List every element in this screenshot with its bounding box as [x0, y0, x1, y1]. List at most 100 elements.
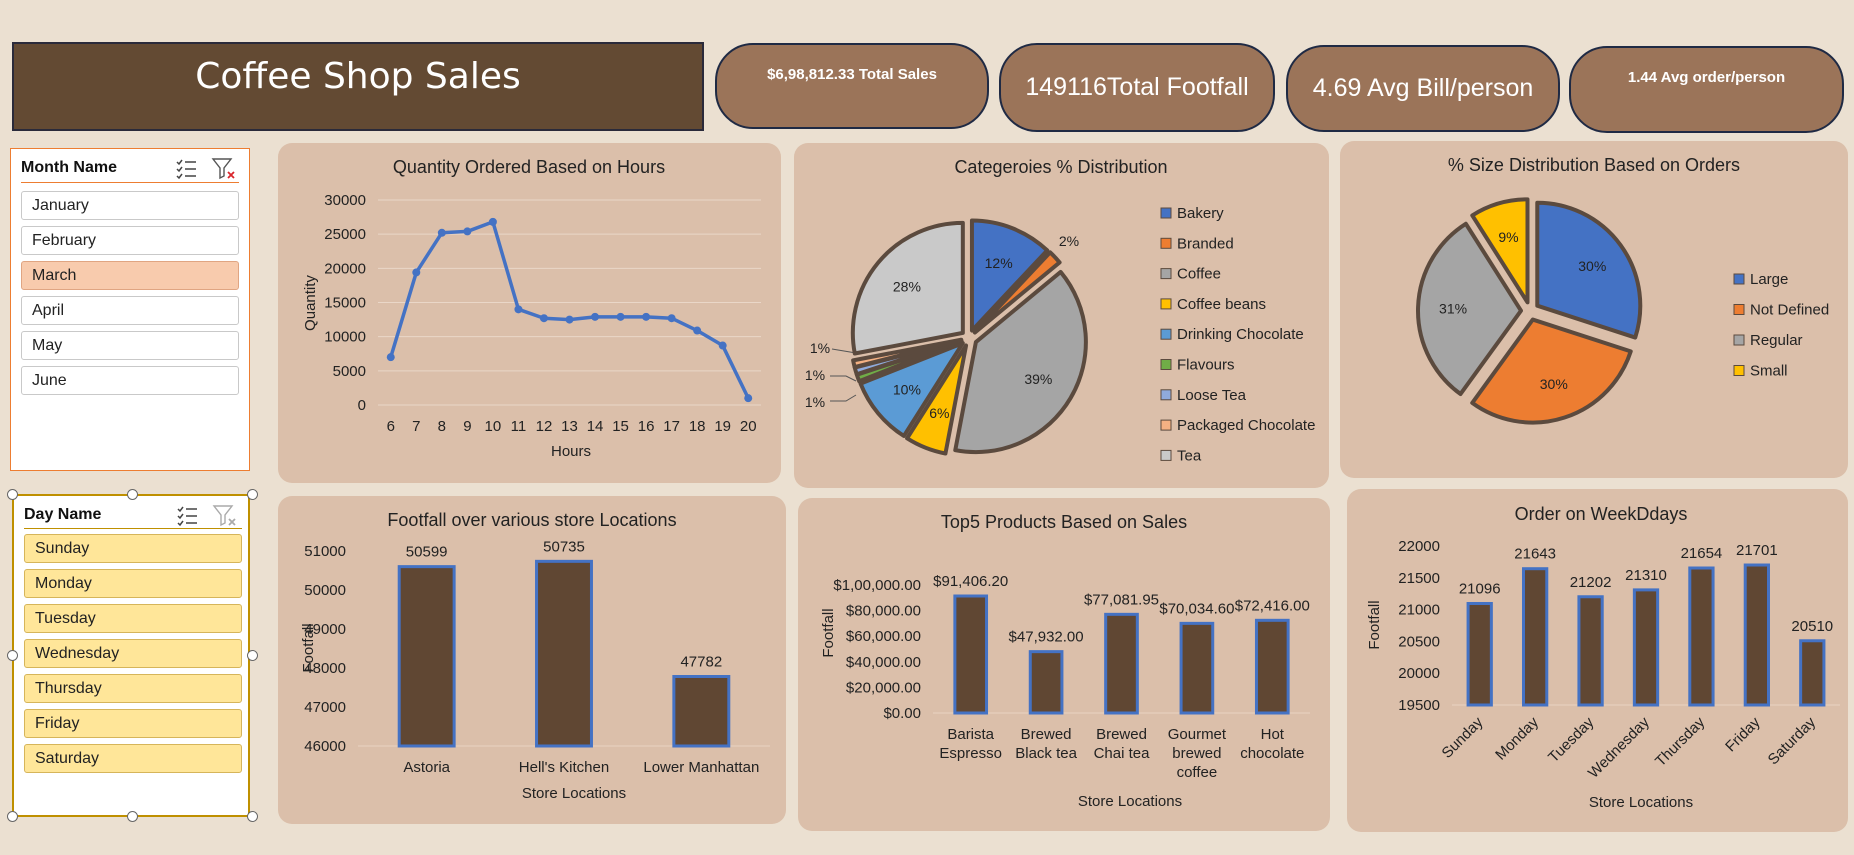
data-label: 50735 — [543, 538, 585, 555]
data-label: 21202 — [1570, 574, 1612, 591]
x-axis-label: Hours — [551, 443, 591, 460]
resize-handle[interactable] — [7, 489, 18, 500]
bar — [1028, 650, 1064, 715]
legend-swatch — [1160, 419, 1172, 431]
x-axis-label: Store Locations — [522, 785, 626, 802]
slice-label: 30% — [1540, 376, 1568, 392]
y-tick-label: $1,00,000.00 — [833, 577, 921, 594]
resize-handle[interactable] — [7, 650, 18, 661]
y-axis-label: Footfall — [820, 608, 837, 657]
leader-line — [830, 394, 857, 402]
x-tick-label: Black tea — [1015, 745, 1077, 762]
month-item-june[interactable]: June — [21, 366, 239, 395]
data-label: $72,416.00 — [1235, 597, 1310, 614]
data-point — [437, 228, 446, 237]
clear-filter-icon[interactable] — [211, 156, 237, 182]
data-label: 21701 — [1736, 542, 1778, 559]
month-item-may[interactable]: May — [21, 331, 239, 360]
legend-swatch — [1733, 365, 1745, 376]
day-item-monday[interactable]: Monday — [24, 569, 242, 598]
x-tick-label: 11 — [511, 418, 527, 435]
pie-slice — [1470, 197, 1530, 305]
x-tick-label: Sunday — [1439, 713, 1487, 761]
day-item-thursday[interactable]: Thursday — [24, 674, 242, 703]
y-tick-label: 30000 — [324, 192, 366, 209]
category-pie-chart: Categeroies % Distribution 12% 2% 39% 6% 10% 1… — [805, 157, 1316, 464]
pie-slice — [851, 337, 964, 370]
x-tick-label: 17 — [663, 418, 680, 435]
month-item-march[interactable]: March — [21, 261, 239, 290]
slicer-divider — [21, 182, 239, 183]
y-tick-label: 5000 — [333, 363, 366, 380]
y-tick-label: $0.00 — [883, 705, 921, 722]
data-point — [642, 312, 651, 321]
x-tick-label: Astoria — [403, 759, 450, 776]
day-slicer-title: Day Name — [24, 506, 102, 523]
resize-handle[interactable] — [247, 489, 258, 500]
y-axis-label: Footfall — [1366, 600, 1383, 649]
month-item-january[interactable]: January — [21, 191, 239, 220]
legend-label: Bakery — [1177, 205, 1224, 222]
multi-select-icon[interactable] — [174, 156, 198, 180]
bar — [1688, 566, 1715, 707]
legend-label: Branded — [1177, 235, 1234, 252]
data-point — [565, 315, 574, 324]
data-point — [386, 353, 395, 362]
data-label: 21096 — [1459, 580, 1501, 597]
bar — [1743, 563, 1770, 707]
x-tick-label: Tuesday — [1545, 713, 1598, 766]
resize-handle[interactable] — [127, 489, 138, 500]
bar — [1254, 618, 1290, 715]
category-chart-card: Categeroies % Distribution 12% 2% 39% 6% 10% 1… — [794, 143, 1329, 488]
day-item-friday[interactable]: Friday — [24, 709, 242, 738]
day-item-saturday[interactable]: Saturday — [24, 744, 242, 773]
y-tick-label: 46000 — [304, 738, 346, 755]
x-tick-label: 9 — [463, 418, 471, 435]
resize-handle[interactable] — [247, 650, 258, 661]
x-tick-label: 7 — [412, 418, 420, 435]
pie-slice — [905, 343, 969, 456]
resize-handle[interactable] — [247, 811, 258, 822]
pie-slice — [858, 341, 965, 438]
footfall-bar-chart: Footfall over various store Locations 460… — [300, 510, 770, 802]
y-axis-label: Quantity — [302, 275, 319, 331]
hours-line-chart: Quantity Ordered Based on Hours 0 5000 1000… — [302, 157, 761, 460]
y-tick-label: 20000 — [324, 260, 366, 277]
resize-handle[interactable] — [7, 811, 18, 822]
x-tick-label: 18 — [689, 418, 706, 435]
x-tick-label: 13 — [561, 418, 578, 435]
data-point — [667, 314, 676, 323]
pie-slice — [972, 250, 1062, 335]
bar — [1104, 612, 1139, 715]
month-item-february[interactable]: February — [21, 226, 239, 255]
x-tick-label: Chai tea — [1094, 745, 1151, 762]
day-item-wednesday[interactable]: Wednesday — [24, 639, 242, 668]
data-label: $70,034.60 — [1159, 600, 1234, 617]
resize-handle[interactable] — [127, 811, 138, 822]
day-item-sunday[interactable]: Sunday — [24, 534, 242, 563]
leader-line — [831, 348, 857, 354]
kpi-total-sales: $6,98,812.33 Total Sales — [715, 43, 989, 129]
bar — [1632, 588, 1660, 707]
multi-select-icon[interactable] — [175, 503, 199, 527]
pie-slice — [1470, 317, 1633, 425]
legend-label: Not Defined — [1750, 302, 1829, 319]
chart-title: Footfall over various store Locations — [387, 510, 676, 530]
legend-swatch — [1160, 449, 1172, 461]
y-tick-label: 10000 — [324, 329, 366, 346]
data-point — [616, 312, 625, 321]
y-tick-label: 20500 — [1398, 633, 1440, 650]
month-item-april[interactable]: April — [21, 296, 239, 325]
y-tick-label: 49000 — [304, 621, 346, 638]
kpi-avg-bill: 4.69 Avg Bill/person — [1286, 45, 1560, 132]
x-tick-label: Lower Manhattan — [643, 759, 759, 776]
weekday-bar-chart: Order on WeekDdays 19500 20000 20500 21000 21… — [1366, 504, 1840, 811]
x-tick-label: Friday — [1722, 713, 1764, 755]
day-item-tuesday[interactable]: Tuesday — [24, 604, 242, 633]
footfall-chart-card: Footfall over various store Locations 460… — [278, 496, 786, 824]
data-label: $47,932.00 — [1009, 629, 1084, 646]
y-tick-label: 20000 — [1398, 665, 1440, 682]
bar — [672, 675, 731, 748]
clear-filter-icon[interactable] — [212, 503, 238, 529]
chart-title: Quantity Ordered Based on Hours — [393, 157, 665, 177]
